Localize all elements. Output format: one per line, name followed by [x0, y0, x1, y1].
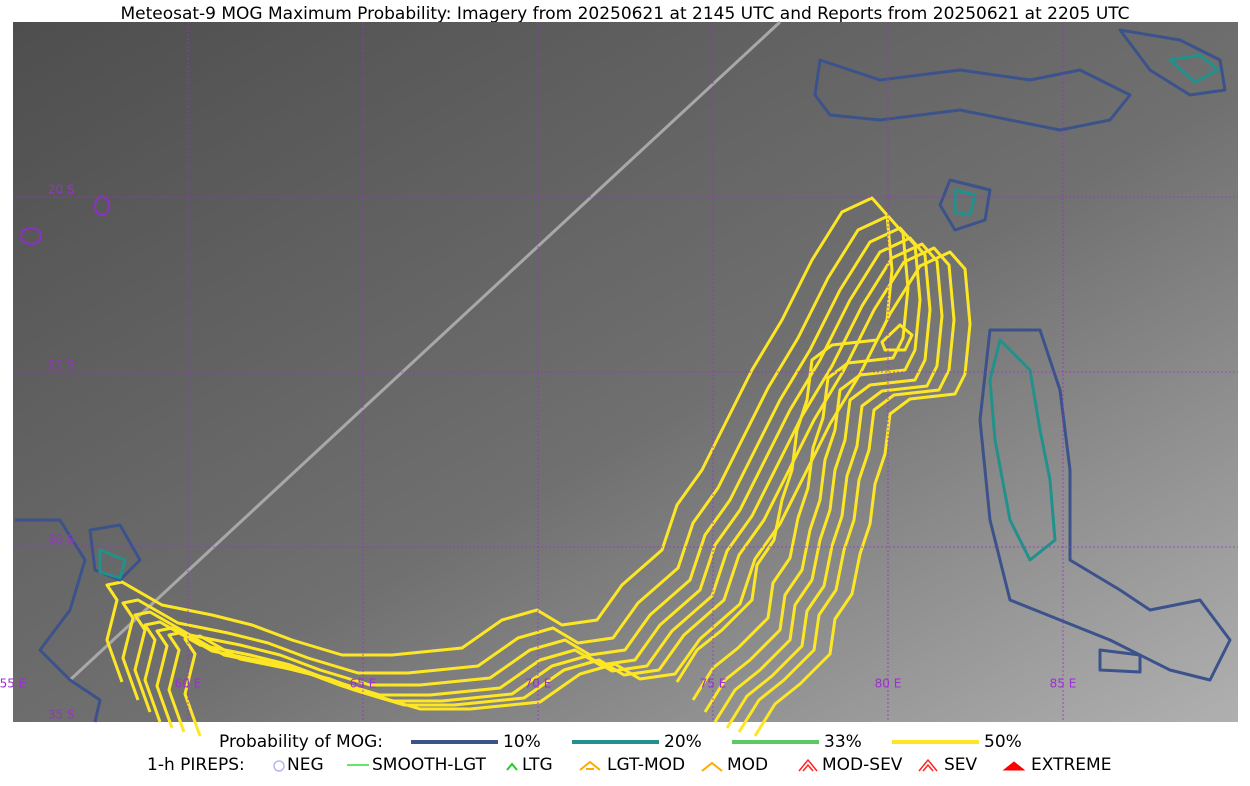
- contours: [15, 28, 1232, 738]
- legend-label: 10%: [503, 732, 541, 752]
- title: Meteosat-9 MOG Maximum Probability: Imag…: [120, 4, 1129, 24]
- pirep-label: SEV: [944, 755, 978, 775]
- legend-label: 50%: [984, 732, 1022, 752]
- pirep-symbol: [506, 762, 518, 771]
- lon-label: 65 E: [350, 677, 377, 691]
- contour-10: [813, 58, 1132, 132]
- pirep-symbol: [798, 758, 818, 772]
- contour-10: [938, 178, 992, 232]
- contour-20: [988, 338, 1057, 562]
- lon-label: 70 E: [525, 677, 552, 691]
- contour-10: [978, 328, 1232, 682]
- pirep-label: SMOOTH-LGT: [372, 755, 487, 775]
- pirep-symbol: [701, 761, 723, 772]
- contour-50: [143, 236, 932, 723]
- contour-20: [953, 188, 977, 217]
- pirep-label: EXTREME: [1031, 755, 1111, 775]
- map: 20 S 25 S 30 S 35 S 55 E 60 E 65 E 70 E 75 E 80 E…: [0, 20, 1238, 738]
- legend-label: 33%: [824, 732, 862, 752]
- legend-label: 20%: [664, 732, 702, 752]
- pirep-label: MOD-SEV: [822, 755, 903, 775]
- pirep-label: LTG: [522, 755, 553, 775]
- lon-label: 60 E: [175, 677, 202, 691]
- lat-label: 25 S: [48, 358, 75, 372]
- graticule: 20 S 25 S 30 S 35 S 55 E 60 E 65 E 70 E 75 E 80 E…: [0, 22, 1238, 722]
- lon-label: 85 E: [1050, 677, 1077, 691]
- pirep-label: NEG: [287, 755, 324, 775]
- lat-label: 30 S: [48, 533, 75, 547]
- contour-20: [98, 548, 127, 580]
- contour-50: [880, 323, 914, 352]
- legend: Probability of MOG: 1-h PIREPS: 10% 20% 33…: [147, 732, 1111, 775]
- lon-label: 55 E: [0, 677, 26, 691]
- contour-10: [15, 518, 142, 723]
- contour-10: [1098, 648, 1142, 674]
- pirep-symbol: [1002, 761, 1026, 771]
- lat-label: 35 S: [48, 708, 75, 722]
- pirep-symbol: [579, 760, 601, 771]
- pireps-title: 1-h PIREPS:: [147, 755, 245, 775]
- lon-label: 80 E: [875, 677, 902, 691]
- lon-label: 75 E: [700, 677, 727, 691]
- lat-label: 20 S: [48, 183, 75, 197]
- pirep-symbol: [273, 760, 285, 772]
- pirep-label: MOD: [727, 755, 768, 775]
- contour-blob: [20, 227, 42, 245]
- contour-10: [1118, 28, 1227, 97]
- pirep-label: LGT-MOD: [607, 755, 685, 775]
- pirep-symbol: [918, 758, 938, 772]
- legend-title: Probability of MOG:: [219, 732, 383, 752]
- contour-20: [1168, 53, 1220, 84]
